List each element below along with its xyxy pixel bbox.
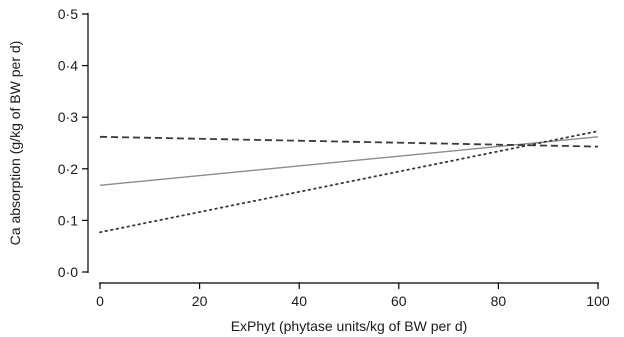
series-layer (99, 130, 599, 234)
y-tick-label: 0·3 (58, 109, 78, 125)
x-tick-label: 80 (491, 293, 507, 309)
x-tick-label: 0 (96, 293, 104, 309)
y-tick-label: 0·1 (58, 212, 78, 228)
x-tick-label: 60 (391, 293, 407, 309)
x-tick-label: 40 (291, 293, 307, 309)
x-ticks: 0 20 40 60 80 100 (96, 283, 610, 309)
y-tick-label: 0·4 (58, 58, 78, 74)
x-tick-label: 100 (586, 293, 610, 309)
x-tick-label: 20 (192, 293, 208, 309)
y-tick-label: 0·5 (58, 6, 78, 22)
series-line-solid (99, 136, 599, 187)
x-axis-title: ExPhyt (phytase units/kg of BW per d) (231, 318, 468, 334)
series-line-dotted (99, 130, 599, 234)
series-line-dashed (99, 135, 599, 148)
y-tick-label: 0·0 (58, 264, 78, 280)
y-axis-title: Ca absorption (g/kg of BW per d) (7, 41, 23, 246)
y-ticks: 0·0 0·1 0·2 0·3 0·4 0·5 (58, 6, 88, 280)
y-tick-label: 0·2 (58, 161, 78, 177)
axes: 0·0 0·1 0·2 0·3 0·4 0·5 0 20 40 60 80 100 (58, 6, 610, 309)
